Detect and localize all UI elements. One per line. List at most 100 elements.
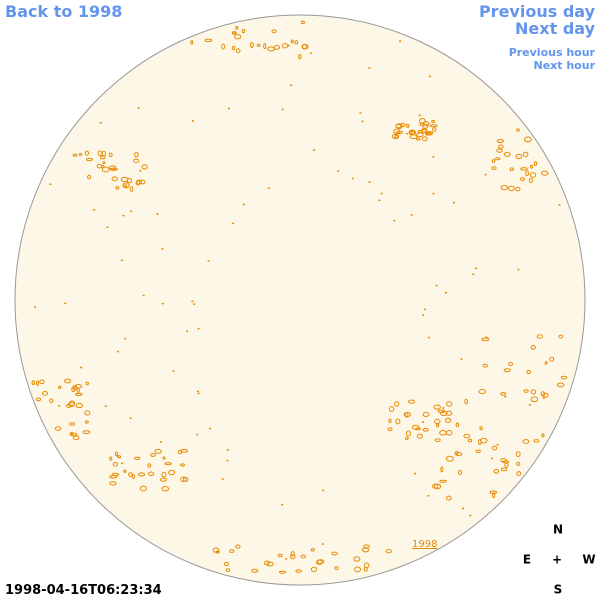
year-link[interactable]: 1998	[412, 539, 437, 550]
contour	[154, 448, 162, 454]
contour	[395, 123, 402, 129]
contour	[517, 268, 520, 271]
contour	[289, 553, 296, 560]
contour	[393, 219, 396, 222]
contour	[281, 108, 284, 111]
contour	[424, 132, 432, 136]
contour	[122, 214, 125, 217]
contour	[508, 185, 515, 192]
contour	[120, 259, 123, 262]
next-hour-link[interactable]: Next hour	[534, 59, 596, 72]
contour	[534, 161, 538, 166]
contour	[121, 462, 124, 465]
contour	[363, 567, 368, 572]
contour	[72, 153, 78, 157]
contour	[139, 485, 147, 492]
contour	[432, 127, 437, 132]
contour	[500, 467, 508, 472]
contour	[457, 469, 462, 476]
contour	[508, 361, 513, 367]
contour	[193, 303, 196, 305]
next-day-link[interactable]: Next day	[515, 19, 596, 38]
contour	[71, 386, 75, 393]
contour	[409, 134, 418, 140]
contour	[481, 337, 490, 342]
previous-hour-link[interactable]: Previous hour	[509, 46, 596, 59]
contour	[69, 432, 78, 437]
contour	[359, 112, 362, 114]
contour	[525, 170, 530, 177]
contour	[536, 334, 544, 339]
contour	[395, 418, 401, 425]
contour	[97, 150, 103, 156]
contour	[331, 551, 338, 556]
contour	[406, 123, 410, 128]
contour	[422, 123, 429, 129]
contour	[80, 366, 83, 369]
contour	[207, 260, 210, 262]
contour	[196, 433, 199, 436]
contour	[227, 107, 230, 110]
compass-west: W	[582, 553, 595, 567]
contour	[191, 300, 194, 303]
contour	[156, 213, 159, 215]
contour	[124, 184, 128, 188]
contour	[256, 43, 261, 48]
contour	[485, 336, 488, 339]
contour	[168, 469, 176, 476]
contour	[530, 389, 537, 395]
contour	[556, 382, 565, 388]
contour	[380, 192, 383, 195]
contour	[399, 40, 402, 42]
contour	[491, 159, 496, 163]
contour	[35, 397, 42, 402]
contour	[391, 133, 400, 140]
contour	[225, 568, 231, 573]
previous-day-link[interactable]: Previous day	[479, 2, 596, 21]
contour	[123, 469, 127, 473]
contour	[209, 427, 212, 430]
contour	[229, 549, 235, 553]
contour	[385, 549, 392, 554]
contour	[316, 559, 325, 564]
contour	[49, 398, 54, 404]
contour	[263, 43, 267, 50]
contour	[310, 566, 318, 573]
contour	[130, 210, 133, 213]
contour	[84, 150, 90, 156]
contour	[533, 439, 540, 443]
contour	[524, 136, 532, 143]
contour	[190, 40, 194, 45]
contour	[287, 44, 290, 47]
contour	[34, 306, 37, 308]
contour	[315, 559, 323, 566]
contour	[475, 267, 478, 270]
contour	[75, 392, 83, 396]
contour	[434, 418, 441, 425]
contour	[242, 203, 245, 206]
contour	[108, 165, 117, 171]
contour	[469, 514, 472, 517]
contour	[445, 455, 454, 462]
contour	[422, 314, 425, 316]
contour	[180, 476, 187, 483]
contour	[378, 199, 381, 202]
contour	[322, 489, 325, 492]
compass-north: N	[553, 523, 563, 537]
contour	[387, 427, 393, 432]
contour	[496, 139, 504, 144]
contour	[159, 441, 162, 443]
contour	[405, 436, 409, 441]
compass-center: +	[552, 553, 562, 567]
contour	[427, 495, 430, 497]
back-link[interactable]: Back to 1998	[5, 2, 122, 21]
contour	[432, 156, 435, 158]
contour	[432, 192, 435, 195]
contour	[530, 344, 536, 350]
contour	[147, 463, 152, 468]
contour	[120, 176, 129, 183]
contour	[431, 119, 436, 124]
contour	[301, 43, 309, 50]
contour	[226, 459, 229, 462]
contour	[523, 389, 529, 393]
